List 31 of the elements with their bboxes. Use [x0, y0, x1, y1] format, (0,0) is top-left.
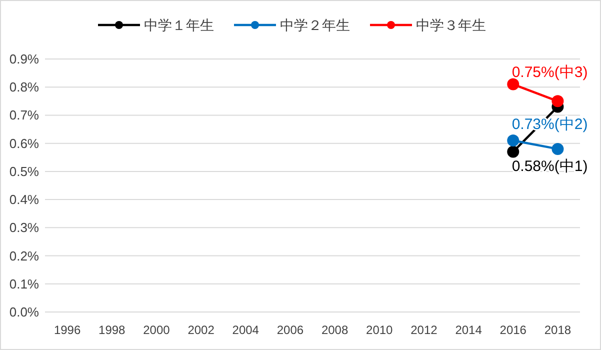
point — [552, 95, 564, 108]
y-tick-label: 0.0% — [9, 304, 40, 320]
y-tick-label: 0.4% — [9, 192, 40, 208]
point — [507, 134, 520, 147]
x-tick-label: 2018 — [544, 323, 572, 337]
x-tick-label: 2014 — [455, 323, 482, 337]
legend-label: 中学２年生 — [280, 17, 350, 33]
x-tick-label: 2012 — [410, 323, 438, 337]
y-tick-label: 0.9% — [9, 52, 40, 66]
y-tick-label: 0.2% — [9, 248, 40, 264]
y-tick-label: 0.1% — [9, 276, 40, 292]
y-tick-label: 0.8% — [9, 80, 40, 95]
x-tick-label: 2010 — [366, 323, 394, 337]
annotation: 0.75%(中3) — [512, 64, 588, 82]
x-tick-label: 2004 — [232, 323, 260, 337]
annotation: 0.58%(中1) — [512, 158, 588, 175]
y-tick-label: 0.5% — [9, 164, 40, 179]
x-tick-label: 2008 — [321, 323, 348, 337]
legend-label: 中学３年生 — [416, 17, 486, 33]
x-tick-label: 2002 — [188, 323, 215, 337]
legend-label: 中学１年生 — [144, 17, 214, 33]
point — [507, 146, 520, 158]
y-tick-label: 0.3% — [9, 220, 40, 236]
x-tick-label: 1998 — [98, 323, 126, 337]
x-tick-label: 2000 — [143, 323, 170, 337]
y-tick-label: 0.6% — [9, 136, 40, 151]
point — [552, 142, 564, 155]
x-tick-label: 1996 — [54, 323, 81, 337]
y-tick-label: 0.7% — [9, 108, 40, 123]
x-tick-label: 2016 — [500, 323, 527, 337]
x-tick-label: 2006 — [276, 323, 304, 337]
